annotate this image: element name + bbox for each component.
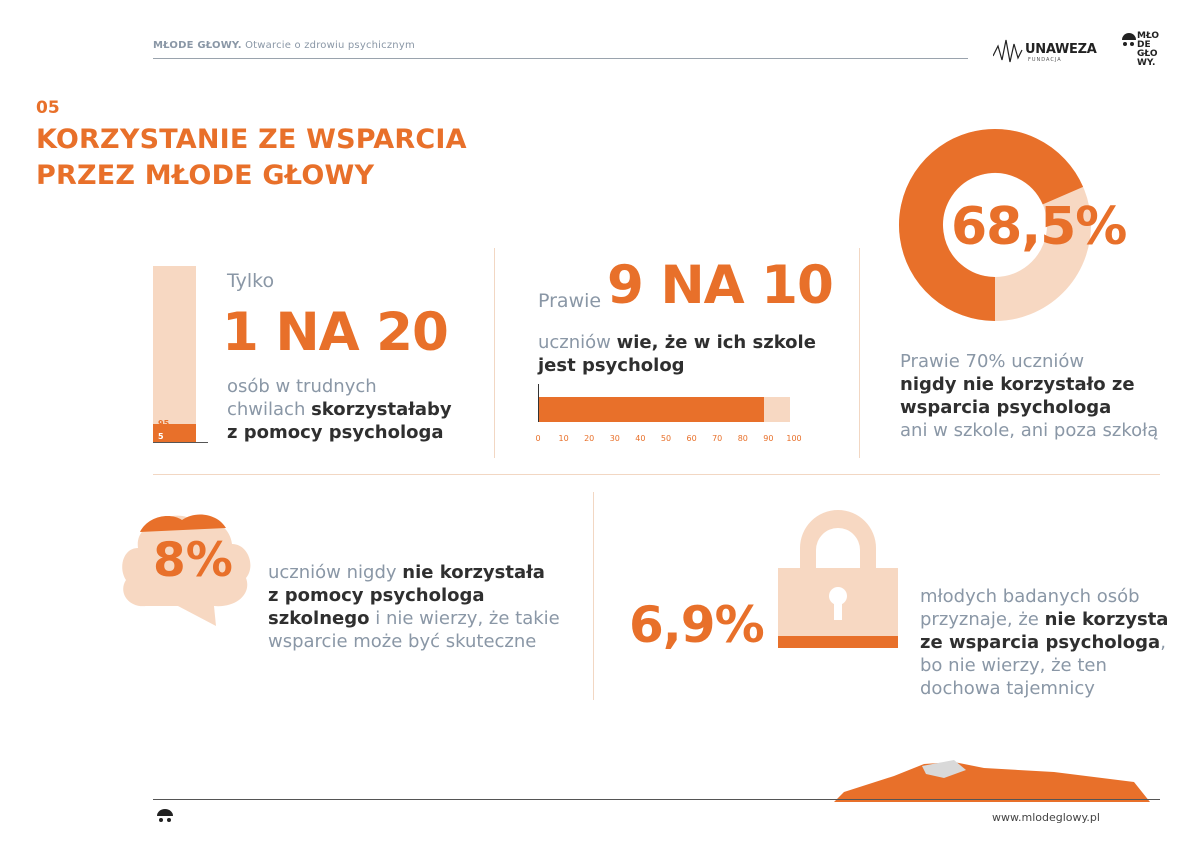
horizontal-bar-fill bbox=[538, 397, 764, 422]
stat1-desc-line-3: z pomocy psychologa bbox=[227, 422, 444, 443]
unaweza-logo-icon bbox=[993, 39, 1023, 63]
mg-logo-line-1: MŁO bbox=[1137, 31, 1160, 41]
section-title: KORZYSTANIE ZE WSPARCIA PRZEZ MŁODE GŁOW… bbox=[36, 122, 536, 194]
row-divider bbox=[153, 474, 1160, 475]
mlode-glowy-footer-icon bbox=[157, 809, 173, 822]
stat3-desc-line-2: nigdy nie korzystało ze bbox=[900, 374, 1135, 395]
column-divider bbox=[859, 248, 860, 458]
section-title-line-1: KORZYSTANIE ZE WSPARCIA bbox=[36, 124, 467, 155]
stat4-desc-bold-3: szkolnego bbox=[268, 608, 370, 629]
stat1-desc-grey: chwilach bbox=[227, 399, 312, 420]
stat2-description: uczniów wie, że w ich szkole jest psycho… bbox=[538, 331, 848, 377]
column-divider bbox=[593, 492, 594, 700]
stat2-value: 9 NA 10 bbox=[607, 255, 834, 316]
header-title: MŁODE GŁOWY. Otwarcie o zdrowiu psychicz… bbox=[153, 40, 415, 51]
header-divider bbox=[153, 58, 968, 59]
stacked-bar-fill bbox=[153, 424, 196, 442]
decorative-brush-stroke bbox=[834, 760, 1150, 802]
horizontal-bar-axis bbox=[538, 384, 539, 422]
column-divider bbox=[494, 248, 495, 458]
axis-tick-label: 50 bbox=[660, 434, 672, 443]
stat1-description: osób w trudnych chwilach skorzystałaby z… bbox=[227, 375, 487, 444]
stat5-desc-grey-5: dochowa tajemnicy bbox=[920, 678, 1095, 699]
stat5-desc-grey-2: przyznaje, że bbox=[920, 609, 1045, 630]
stat1-desc-bold: skorzystałaby bbox=[311, 399, 452, 420]
stat3-desc-line-1: Prawie 70% uczniów bbox=[900, 351, 1085, 372]
stat2-desc-grey: uczniów bbox=[538, 332, 617, 353]
stacked-bar-background bbox=[153, 266, 196, 442]
section-title-line-2: PRZEZ MŁODE GŁOWY bbox=[36, 160, 375, 191]
stat5-desc-grey-1: młodych badanych osób bbox=[920, 586, 1140, 607]
stat4-desc-grey-3: wsparcie może być skuteczne bbox=[268, 631, 537, 652]
stat5-description: młodych badanych osób przyznaje, że nie … bbox=[920, 585, 1170, 700]
mg-logo-line-2: DE bbox=[1137, 40, 1151, 50]
stat5-desc-grey-4: bo nie wierzy, że ten bbox=[920, 655, 1107, 676]
donut-chart bbox=[899, 129, 1091, 321]
header-title-bold: MŁODE GŁOWY. bbox=[153, 40, 242, 51]
axis-tick-label: 70 bbox=[712, 434, 723, 443]
footer-url: www.mlodeglowy.pl bbox=[992, 811, 1100, 824]
stat2-desc-bold-2: jest psycholog bbox=[538, 355, 685, 376]
axis-tick-label: 90 bbox=[763, 434, 774, 443]
padlock-icon bbox=[778, 510, 898, 648]
stat4-value: 8% bbox=[153, 533, 233, 588]
stat3-desc-line-3: wsparcia psychologa bbox=[900, 397, 1112, 418]
stacked-bar-label-5: 5 bbox=[158, 432, 164, 441]
stat1-prefix: Tylko bbox=[227, 270, 275, 292]
axis-tick-label: 0 bbox=[535, 434, 541, 443]
axis-tick-label: 10 bbox=[558, 434, 569, 443]
mg-logo-line-4: WY. bbox=[1137, 58, 1156, 68]
stat2-prefix: Prawie bbox=[538, 290, 602, 312]
brain-icon bbox=[122, 514, 251, 626]
axis-tick-label: 80 bbox=[737, 434, 748, 443]
mlode-glowy-logo-icon bbox=[1122, 33, 1136, 46]
stacked-bar-label-95: 95 bbox=[158, 419, 170, 428]
stat3-value: 68,5% bbox=[951, 197, 1127, 257]
mg-logo-line-3: GŁO bbox=[1137, 49, 1158, 59]
stat1-desc-line-1: osób w trudnych bbox=[227, 376, 377, 397]
stat5-value: 6,9% bbox=[629, 596, 765, 654]
stat5-desc-bold-1: nie korzysta bbox=[1044, 609, 1169, 630]
axis-tick-label: 20 bbox=[584, 434, 595, 443]
stat4-desc-grey-1: uczniów nigdy bbox=[268, 562, 403, 583]
stat3-desc-line-4: ani w szkole, ani poza szkołą bbox=[900, 420, 1159, 441]
donut-value-arc bbox=[899, 129, 1084, 321]
stat4-desc-bold-2: z pomocy psychologa bbox=[268, 585, 485, 606]
mlode-glowy-logo-text: MŁO DE GŁO WY. bbox=[1137, 32, 1167, 68]
header-title-sub: Otwarcie o zdrowiu psychicznym bbox=[241, 40, 415, 51]
axis-tick-label: 40 bbox=[635, 434, 646, 443]
axis-tick-label: 60 bbox=[686, 434, 697, 443]
axis-tick-label: 100 bbox=[786, 434, 802, 443]
stat4-desc-bold-1: nie korzystała bbox=[402, 562, 545, 583]
stat4-desc-grey-2: i nie wierzy, że takie bbox=[369, 608, 560, 629]
stat1-value: 1 NA 20 bbox=[222, 302, 449, 363]
stat5-desc-comma: , bbox=[1160, 632, 1166, 653]
unaweza-logo-subtext: FUNDACJA bbox=[1028, 57, 1062, 63]
section-number: 05 bbox=[36, 98, 60, 118]
stacked-bar-axis bbox=[153, 442, 208, 443]
stat5-desc-bold-2: ze wsparcia psychologa bbox=[920, 632, 1161, 653]
stat3-description: Prawie 70% uczniów nigdy nie korzystało … bbox=[900, 350, 1180, 442]
stat4-description: uczniów nigdy nie korzystała z pomocy ps… bbox=[268, 561, 578, 653]
unaweza-logo-text: UNAWEZA bbox=[1025, 42, 1097, 57]
footer-divider bbox=[153, 799, 1160, 800]
stat2-desc-bold-1: wie, że w ich szkole bbox=[616, 332, 816, 353]
axis-tick-label: 30 bbox=[609, 434, 620, 443]
